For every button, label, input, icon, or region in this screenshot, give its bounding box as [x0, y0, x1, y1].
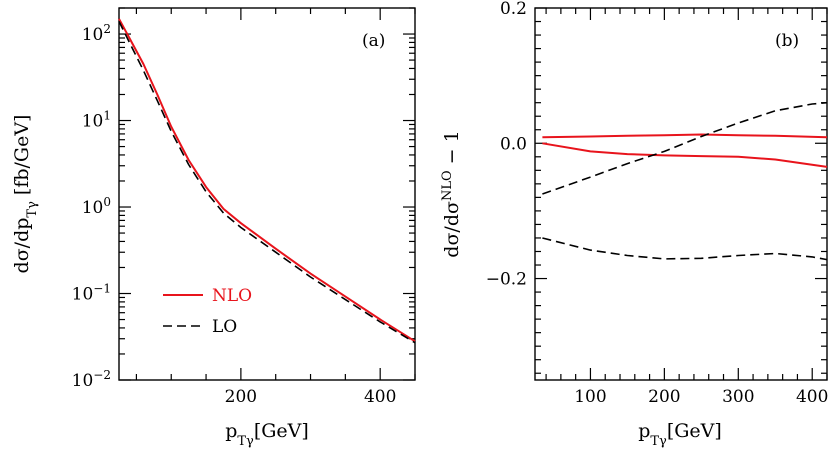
x-tick-label: 200: [648, 387, 680, 407]
x-tick-label: 200: [225, 387, 257, 407]
series-line-lo-upper: [542, 101, 828, 195]
series-line-nlo: [118, 18, 416, 343]
legend-nlo-label: NLO: [212, 286, 252, 306]
y-tick-label: 101: [82, 109, 111, 132]
series-line-lo-lower: [542, 237, 828, 261]
series-line-nlo-upper: [542, 133, 828, 139]
panel-a-ylabel: dσ/dpTγ [fb/GeV]: [11, 115, 40, 274]
panel-b-ticks: 100 200 300 400 0.2 0.0 −0.2: [486, 0, 829, 407]
x-tick-label: 400: [364, 387, 396, 407]
y-tick-label: 10−1: [72, 282, 111, 305]
series-line-nlo-lower: [542, 142, 828, 168]
panel-b-lines: [542, 101, 828, 261]
y-tick-label: 102: [82, 22, 111, 45]
panel-a-xlabel: pTγ[GeV]: [225, 420, 309, 449]
y-tick-label: 0.0: [500, 134, 527, 154]
y-tick-label: −0.2: [486, 270, 527, 290]
series-line-lo: [118, 21, 416, 344]
y-tick-label: 10−2: [72, 368, 111, 391]
y-tick-label: 0.2: [500, 0, 527, 19]
panel-b-frame: [534, 7, 828, 381]
x-tick-label: 300: [722, 387, 754, 407]
panel-b-tag: (b): [775, 31, 799, 51]
panel-a-frame: [118, 7, 416, 381]
panel-a-lines: [118, 18, 416, 344]
panel-b-xlabel: pTγ[GeV]: [638, 420, 722, 449]
panel-a: 200 400 102 101 100 10−1 10−2 (a) NLO LO dσ/dp…: [11, 7, 416, 449]
panel-b-ylabel: dσ/dσNLO − 1: [440, 130, 464, 257]
x-tick-label: 100: [574, 387, 606, 407]
legend-lo-label: LO: [212, 317, 237, 337]
y-tick-label: 100: [82, 195, 111, 218]
x-tick-label: 400: [796, 387, 828, 407]
panel-a-ticks: 200 400 102 101 100 10−1 10−2: [72, 7, 416, 407]
panel-a-tag: (a): [362, 31, 385, 51]
